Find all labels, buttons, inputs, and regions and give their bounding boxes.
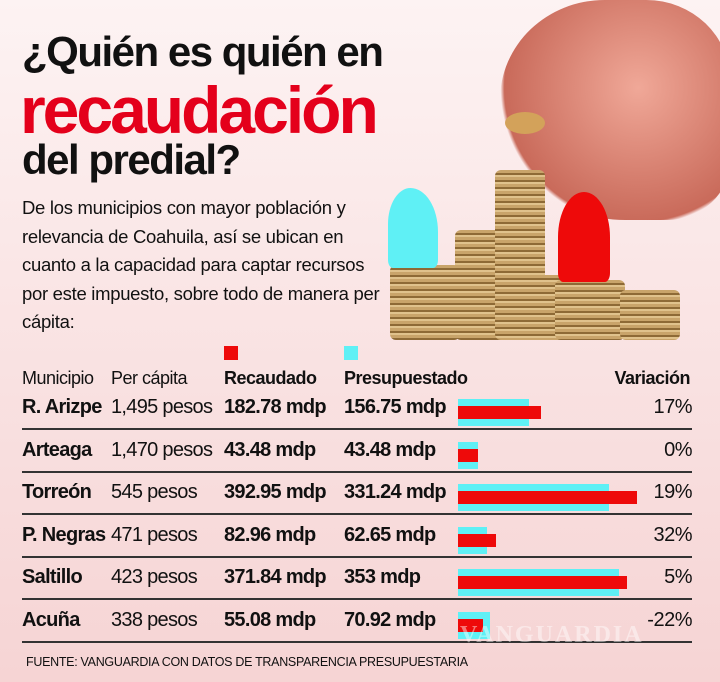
cell-presupuestado: 331.24 mdp	[344, 481, 447, 503]
table-row: Arteaga 1,470 pesos 43.48 mdp 43.48 mdp 0%	[22, 429, 692, 473]
cell-recaudado: 371.84 mdp	[224, 566, 327, 588]
bar-recaudado	[458, 406, 542, 419]
title-line-3: del predial?	[22, 136, 241, 183]
header-per-capita: Per cápita	[111, 368, 188, 388]
cell-municipio: Arteaga	[22, 438, 92, 461]
header-recaudado: Recaudado	[224, 368, 317, 388]
cell-recaudado: 82.96 mdp	[224, 523, 316, 546]
cell-municipio: Acuña	[22, 608, 80, 631]
cell-municipio: P. Negras	[22, 523, 106, 546]
cell-recaudado: 182.78 mdp	[224, 396, 327, 418]
header-variacion: Variación	[614, 368, 690, 388]
bar-recaudado	[458, 448, 478, 462]
cell-per-capita: 423 pesos	[111, 566, 198, 588]
cell-variacion: 0%	[664, 438, 692, 461]
cell-variacion: 19%	[653, 481, 692, 503]
cell-variacion: 17%	[653, 396, 692, 418]
coin-in-hand	[505, 112, 545, 134]
cell-presupuestado: 62.65 mdp	[344, 523, 436, 546]
table-row: R. Arizpe 1,495 pesos 182.78 mdp 156.75 mdp…	[22, 386, 692, 430]
cell-variacion: 32%	[653, 523, 692, 546]
legend-swatch-presupuestado	[344, 346, 358, 360]
header-presupuestado: Presupuestado	[344, 368, 468, 388]
red-head-silhouette	[558, 192, 610, 282]
bar-recaudado	[458, 491, 637, 504]
cell-per-capita: 1,495 pesos	[111, 396, 213, 418]
cell-presupuestado: 70.92 mdp	[344, 608, 436, 631]
title-line-1: ¿Quién es quién en	[22, 28, 384, 75]
cell-variacion: -22%	[647, 608, 692, 631]
legend-swatch-recaudado	[224, 346, 238, 360]
cell-variacion: 5%	[664, 566, 692, 588]
header-municipio: Municipio	[22, 368, 94, 388]
cell-presupuestado: 156.75 mdp	[344, 396, 447, 418]
cell-presupuestado: 43.48 mdp	[344, 438, 436, 461]
table-row: Saltillo 423 pesos 371.84 mdp 353 mdp 5%	[22, 556, 692, 600]
cell-per-capita: 1,470 pesos	[111, 438, 213, 461]
cell-municipio: R. Arizpe	[22, 396, 102, 418]
table-row: Acuña 338 pesos 55.08 mdp 70.92 mdp -22%	[22, 599, 692, 643]
source-note: FUENTE: VANGUARDIA CON DATOS DE TRANSPAR…	[26, 655, 468, 669]
bar-recaudado	[458, 576, 628, 589]
cell-recaudado: 392.95 mdp	[224, 481, 327, 503]
cell-per-capita: 338 pesos	[111, 608, 198, 631]
bar-recaudado	[458, 618, 484, 632]
intro-text: De los municipios con mayor población y …	[22, 197, 380, 332]
cell-recaudado: 55.08 mdp	[224, 608, 316, 631]
cell-per-capita: 471 pesos	[111, 523, 198, 546]
table-row: Torreón 545 pesos 392.95 mdp 331.24 mdp 19%	[22, 471, 692, 515]
cyan-head-silhouette	[388, 188, 438, 268]
cell-presupuestado: 353 mdp	[344, 566, 421, 588]
cell-per-capita: 545 pesos	[111, 481, 198, 503]
hand-coins-photo	[380, 0, 720, 345]
cell-municipio: Torreón	[22, 481, 92, 503]
bar-recaudado	[458, 533, 496, 547]
cell-municipio: Saltillo	[22, 566, 83, 588]
title-line-2: recaudación	[20, 73, 379, 147]
table-row: P. Negras 471 pesos 82.96 mdp 62.65 mdp 32%	[22, 514, 692, 558]
cell-recaudado: 43.48 mdp	[224, 438, 316, 461]
watermark: VANGUARDIA	[460, 622, 644, 648]
